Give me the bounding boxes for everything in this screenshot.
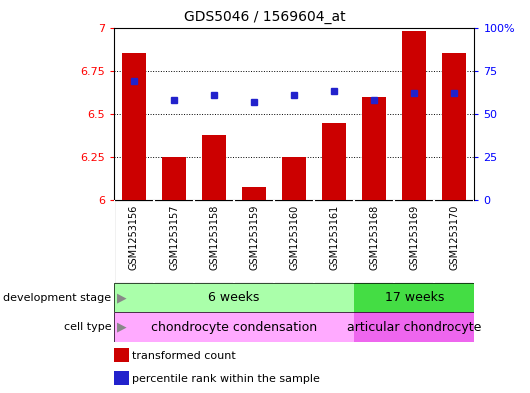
Bar [122, 53, 146, 200]
Text: GSM1253157: GSM1253157 [169, 204, 179, 270]
Bar [114, 348, 129, 362]
Bar [443, 53, 466, 200]
Bar [114, 283, 354, 312]
Text: ▶: ▶ [117, 321, 126, 334]
Bar [354, 312, 474, 342]
Bar [162, 157, 186, 200]
Bar [202, 135, 226, 200]
Bar [114, 371, 129, 385]
Text: transformed count: transformed count [132, 351, 236, 361]
Bar [242, 187, 266, 200]
Text: GSM1253170: GSM1253170 [449, 204, 460, 270]
Bar [114, 312, 354, 342]
Bar [354, 283, 474, 312]
Text: articular chondrocyte: articular chondrocyte [347, 321, 481, 334]
Text: GSM1253168: GSM1253168 [369, 204, 379, 270]
Text: percentile rank within the sample: percentile rank within the sample [132, 374, 320, 384]
Text: GSM1253169: GSM1253169 [409, 204, 419, 270]
Text: GSM1253156: GSM1253156 [129, 204, 139, 270]
Text: GSM1253161: GSM1253161 [329, 204, 339, 270]
Text: chondrocyte condensation: chondrocyte condensation [151, 321, 317, 334]
Text: GSM1253158: GSM1253158 [209, 204, 219, 270]
Bar [322, 123, 346, 200]
Text: GDS5046 / 1569604_at: GDS5046 / 1569604_at [184, 10, 346, 24]
Text: 6 weeks: 6 weeks [208, 291, 260, 304]
Text: cell type: cell type [64, 322, 111, 332]
Text: GSM1253160: GSM1253160 [289, 204, 299, 270]
Text: development stage: development stage [3, 293, 111, 303]
Bar [362, 97, 386, 200]
Text: 17 weeks: 17 weeks [385, 291, 444, 304]
Bar [282, 157, 306, 200]
Text: ▶: ▶ [117, 291, 126, 304]
Text: GSM1253159: GSM1253159 [249, 204, 259, 270]
Bar [402, 31, 426, 200]
